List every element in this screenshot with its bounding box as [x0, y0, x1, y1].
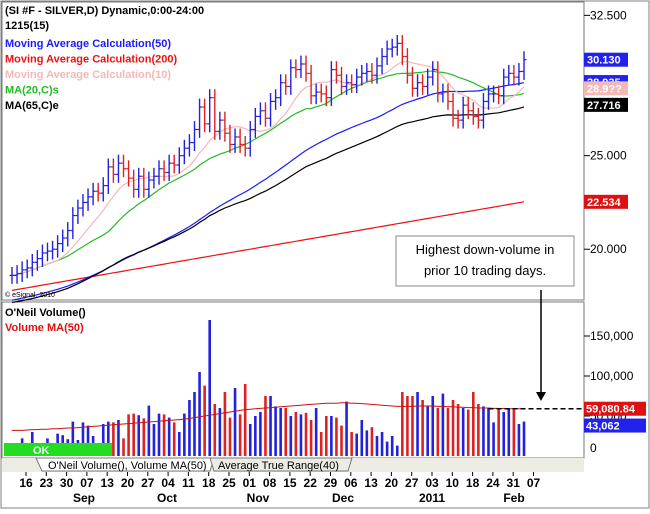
date-tick-label: 04 [161, 476, 175, 490]
volume-tick-label: 0 [590, 441, 597, 455]
legend-entry: MA(20,C)s [5, 85, 59, 97]
ma-65-line [11, 106, 525, 303]
volume-tag-box [584, 418, 646, 433]
date-tick-label: 27 [405, 476, 419, 490]
volume-panel-subtitle: Volume MA(50) [5, 322, 84, 334]
date-tick-label: 20 [385, 476, 399, 490]
price-tag-label: 30.130 [587, 55, 621, 67]
volume-panel-title: O'Neil Volume() [5, 307, 86, 319]
date-tick-label: 13 [101, 476, 115, 490]
volume-tag-label: 43,062 [586, 421, 620, 433]
indicator-tabs: O'Neil Volume(), Volume MA(50) Average T… [2, 457, 584, 472]
price-tag-box [584, 52, 628, 67]
price-tag-label: 27.716 [587, 100, 621, 112]
ma-10-line [11, 60, 525, 276]
legend: Moving Average Calculation(50) Moving Ave… [5, 38, 178, 112]
date-tick-label: 31 [507, 476, 521, 490]
date-tick-label: 23 [40, 476, 54, 490]
date-tick-label: 18 [466, 476, 480, 490]
ok-status-box [4, 443, 112, 456]
date-tick-label: 22 [304, 476, 318, 490]
date-tick-label: 15 [283, 476, 297, 490]
date-tick-label: 20 [121, 476, 135, 490]
date-tick-label: 16 [19, 476, 33, 490]
tab-volume[interactable] [35, 457, 215, 472]
date-tick-label: 03 [425, 476, 439, 490]
date-tick-label: 18 [202, 476, 216, 490]
chart-subtitle: 1215(15) [5, 20, 49, 32]
date-tick-label: 10 [446, 476, 460, 490]
price-axis: 20.00025.00032.50030.13028.93528.9??27.7… [584, 8, 628, 256]
price-tag-label: 28.9?? [587, 83, 622, 95]
month-label: Oct [157, 491, 177, 505]
price-tick-label: 20.000 [590, 242, 627, 256]
price-tag-box [584, 97, 628, 112]
volume-tick-label: 150,000 [590, 329, 634, 343]
month-label: Nov [247, 491, 270, 505]
annotation-arrowhead [536, 392, 546, 401]
date-tick-label: 07 [80, 476, 94, 490]
price-tick-label: 25.000 [590, 149, 627, 163]
date-tick-label: 13 [364, 476, 378, 490]
month-label: Dec [332, 491, 354, 505]
date-tick-label: 25 [222, 476, 236, 490]
volume-panel[interactable] [1, 301, 585, 459]
ma-200-line [11, 201, 525, 291]
annotation-line-1: Highest down-volume in [416, 242, 555, 257]
volume-tag-label: 59,080.84 [586, 404, 636, 416]
annotation-callout: Highest down-volume in prior 10 trading … [395, 235, 575, 401]
date-tick-label: 29 [324, 476, 338, 490]
date-tick-label: 08 [263, 476, 277, 490]
legend-entry: Moving Average Calculation(50) [5, 38, 171, 50]
price-tag-box [584, 194, 628, 209]
price-tick-label: 32.500 [590, 8, 627, 22]
chart-title: (SI #F - SILVER,D) Dynamic,0:00-24:00 [5, 5, 204, 17]
month-label: Feb [503, 491, 524, 505]
date-tick-label: 30 [60, 476, 74, 490]
legend-entry: MA(65,C)e [5, 100, 59, 112]
date-tick-label: 11 [182, 476, 195, 490]
date-tick-label: 27 [141, 476, 155, 490]
esignal-watermark: © eSignal, 2010 [5, 291, 55, 299]
annotation-box [395, 235, 575, 287]
price-tag-box [584, 81, 628, 96]
price-tag-label: 22.534 [587, 197, 622, 209]
price-bars [9, 35, 527, 284]
moving-average-lines [11, 60, 525, 303]
tab-volume-label: O'Neil Volume(), Volume MA(50) [48, 460, 207, 472]
ok-status-label: OK [33, 445, 50, 457]
month-label: Sep [73, 491, 95, 505]
legend-entry: Moving Average Calculation(10) [5, 69, 171, 81]
volume-tick-label: 100,000 [590, 369, 634, 383]
date-tick-label: 07 [527, 476, 541, 490]
date-tick-label: 06 [344, 476, 358, 490]
volume-tag-box [584, 401, 646, 416]
annotation-line-2: prior 10 trading days. [424, 263, 546, 278]
tab-atr-label: Average True Range(40) [218, 460, 339, 472]
date-axis: 16 23 30 07 13 20 27 04 11 18 25 01 08 15 22 29 06 13 20 27… [19, 472, 540, 505]
date-tick-label: 24 [486, 476, 500, 490]
volume-bars: 59,080.84 43,062 [10, 320, 646, 456]
tab-atr[interactable] [209, 457, 353, 472]
legend-entry: Moving Average Calculation(200) [5, 54, 178, 66]
volume-ma-line [12, 402, 524, 431]
date-tick-label: 01 [243, 476, 257, 490]
month-label: 2011 [419, 491, 445, 505]
